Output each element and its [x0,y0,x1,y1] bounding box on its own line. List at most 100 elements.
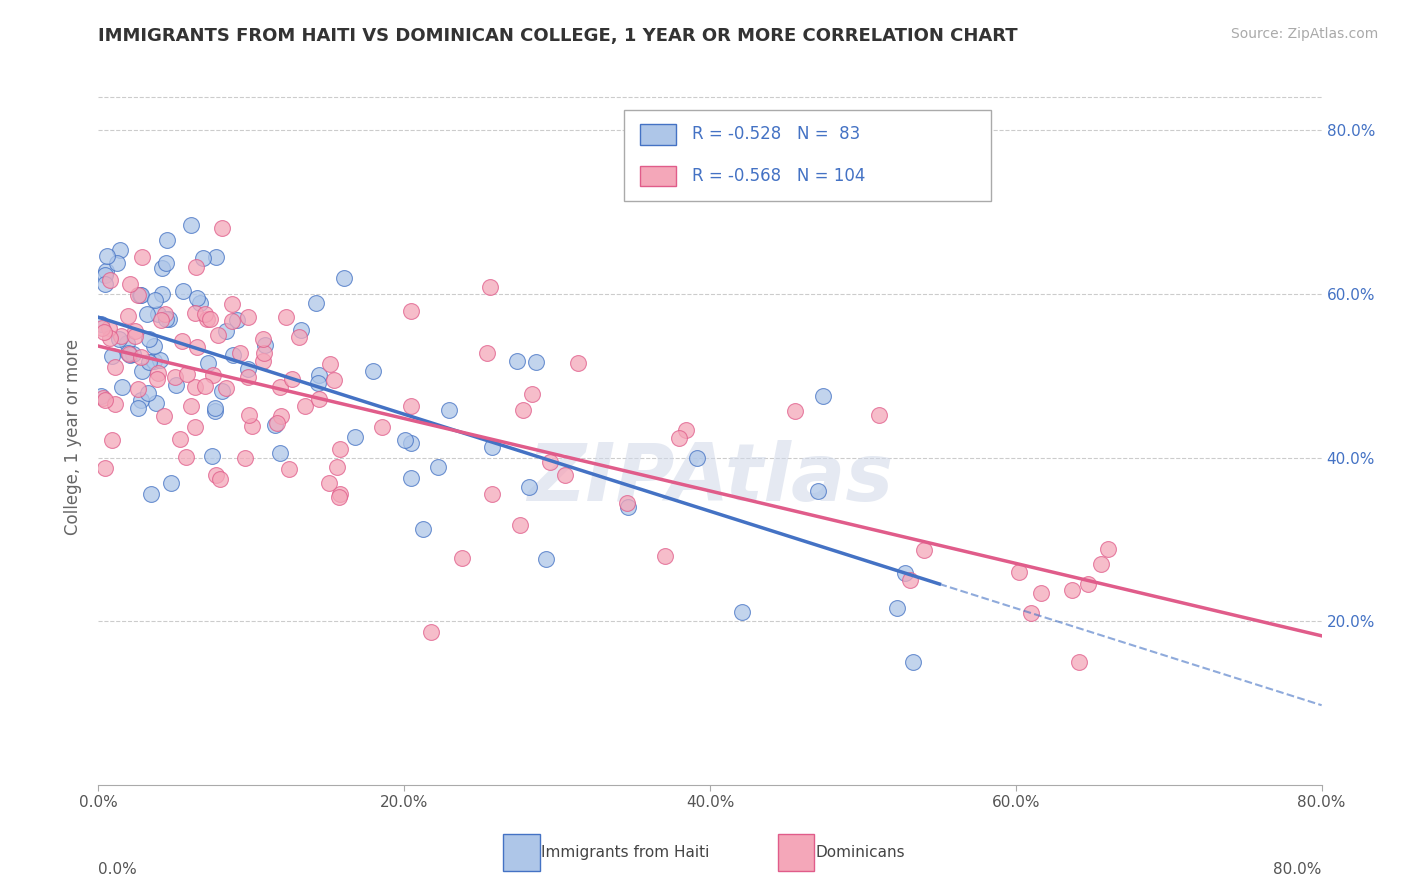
Point [146,367,169,381]
Point [509,517,531,532]
Point [308,368,330,382]
Point [124,328,146,343]
Point [238,370,260,384]
Point [675,423,697,437]
Point [567,356,589,370]
Point [180,399,202,413]
Point [479,280,502,294]
Point [399,399,422,413]
Text: Immigrants from Haiti: Immigrants from Haiti [541,846,710,860]
Point [153,409,176,423]
Point [129,350,152,364]
Point [524,355,547,369]
Point [894,566,917,580]
Point [236,310,259,325]
Point [97,320,120,334]
Point [1067,655,1090,669]
Point [807,484,830,499]
Text: R = -0.568   N = 104: R = -0.568 N = 104 [692,167,865,186]
Point [221,314,243,328]
Point [129,288,152,302]
Point [108,332,131,346]
Point [233,450,256,465]
Point [252,354,274,368]
Point [160,475,183,490]
Point [150,286,173,301]
Text: Dominicans: Dominicans [815,846,905,860]
Point [401,304,423,318]
Point [1060,583,1083,598]
Point [319,357,342,371]
Point [184,260,207,275]
Point [221,297,243,311]
Text: 80.0%: 80.0% [1274,863,1322,877]
Point [326,459,349,474]
Point [172,334,194,348]
Point [142,339,165,353]
Point [517,480,540,494]
Point [138,332,160,346]
Point [305,295,328,310]
Point [146,307,169,321]
Point [157,312,180,326]
Point [118,348,141,362]
Point [94,268,117,283]
Point [105,256,128,270]
Point [131,250,153,264]
Point [363,364,385,378]
Point [127,401,149,415]
Point [146,372,169,386]
Point [731,605,754,619]
Point [654,549,676,563]
Point [104,397,127,411]
Point [252,333,274,347]
Point [898,573,921,587]
Point [186,341,208,355]
Point [290,324,312,338]
Point [1008,565,1031,579]
Point [1090,557,1112,571]
Point [131,364,153,378]
Point [236,362,259,376]
Point [91,321,114,335]
Point [211,221,233,235]
Point [307,376,329,390]
Point [201,368,224,382]
Point [129,392,152,407]
Point [475,346,498,360]
Y-axis label: College, 1 year or more: College, 1 year or more [65,339,83,535]
Point [188,295,211,310]
Text: 0.0%: 0.0% [98,863,138,877]
Point [100,349,122,363]
Point [184,380,207,394]
Text: ZIPAtlas: ZIPAtlas [527,440,893,518]
Point [127,288,149,302]
Point [617,500,640,514]
Point [616,496,638,510]
Point [343,430,366,444]
Text: Source: ZipAtlas.com: Source: ZipAtlas.com [1230,27,1378,41]
Point [451,551,474,566]
Point [136,385,159,400]
Point [90,389,112,403]
Point [155,233,177,247]
FancyBboxPatch shape [640,166,676,186]
Point [328,490,350,504]
Point [155,256,177,270]
Point [110,243,132,257]
Point [149,353,172,368]
Point [145,395,167,409]
Point [1077,577,1099,591]
Point [204,404,226,418]
Point [1031,586,1053,600]
Point [118,347,141,361]
Point [205,468,228,483]
Point [155,312,177,326]
Point [270,409,292,423]
Point [100,433,122,447]
Point [813,389,835,403]
Point [420,625,443,640]
FancyBboxPatch shape [624,110,991,201]
Point [176,367,198,381]
Point [394,433,416,447]
